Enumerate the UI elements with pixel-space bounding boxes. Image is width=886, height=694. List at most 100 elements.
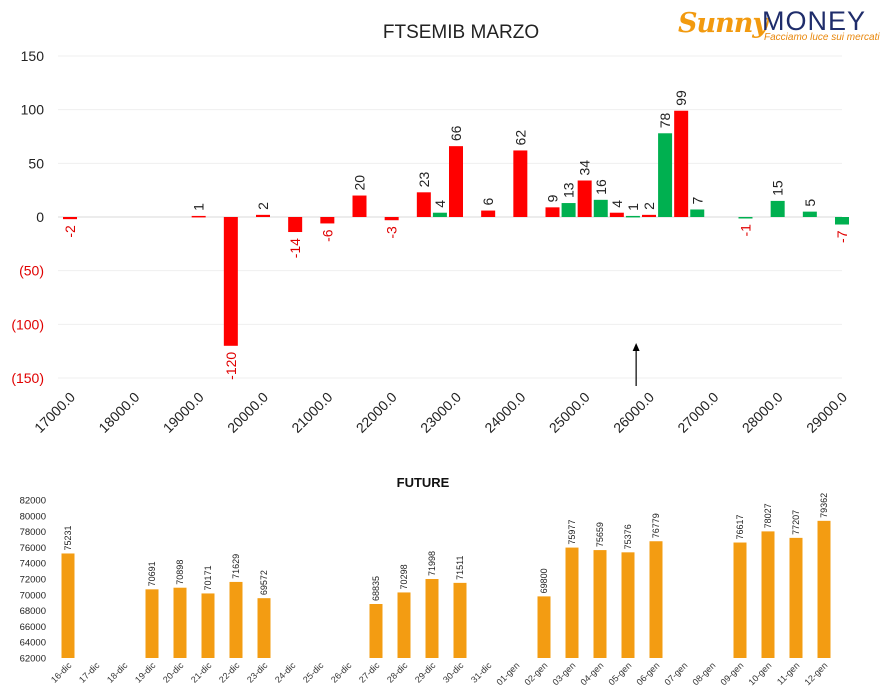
bar xyxy=(449,146,463,217)
data-label: 2 xyxy=(255,202,271,210)
ftsemib-bars xyxy=(63,110,849,346)
x-tick-label: 27-dic xyxy=(357,660,382,685)
bar xyxy=(545,207,560,217)
x-tick-label: 02-gen xyxy=(523,660,550,687)
data-label: 15 xyxy=(770,180,786,196)
bar xyxy=(690,209,705,217)
data-label: 2 xyxy=(641,202,657,210)
data-label: 78027 xyxy=(763,503,773,528)
x-tick-label: 30-dic xyxy=(441,660,466,685)
bar xyxy=(738,217,753,219)
data-label: 75376 xyxy=(623,524,633,549)
bar xyxy=(609,212,624,217)
data-label: -2 xyxy=(62,225,78,238)
bar xyxy=(173,587,187,658)
bar xyxy=(453,582,467,658)
data-label: 75977 xyxy=(567,520,577,545)
data-label: 71511 xyxy=(455,556,465,580)
data-label: -7 xyxy=(834,230,850,243)
bar xyxy=(642,214,656,217)
bar xyxy=(320,217,335,224)
x-tick-label: 25000.0 xyxy=(546,389,593,436)
x-tick-label: 25-dic xyxy=(301,660,326,685)
bar xyxy=(761,531,775,658)
x-tick-label: 17000.0 xyxy=(31,389,78,436)
data-label: -120 xyxy=(223,352,239,380)
data-label: 78 xyxy=(657,112,673,128)
bar xyxy=(513,150,528,217)
data-label: -1 xyxy=(738,224,754,237)
data-label: 62 xyxy=(512,130,528,146)
bar xyxy=(416,192,431,217)
x-tick-label: 19000.0 xyxy=(160,389,207,436)
x-tick-label: 18000.0 xyxy=(95,389,142,436)
x-tick-label: 21000.0 xyxy=(288,389,335,436)
x-tick-label: 10-gen xyxy=(747,660,774,687)
bar xyxy=(658,133,673,217)
data-label: 71998 xyxy=(427,551,437,576)
data-label: -14 xyxy=(287,238,303,258)
data-label: 71629 xyxy=(231,554,241,579)
x-tick-label: 16-dic xyxy=(49,660,74,685)
chart-title-future: FUTURE xyxy=(397,475,450,490)
x-tick-label: 28000.0 xyxy=(739,389,786,436)
bar xyxy=(191,215,206,218)
y-tick-label: 50 xyxy=(28,155,44,171)
data-label: 23 xyxy=(416,172,432,188)
bar xyxy=(384,217,399,221)
data-label: 76779 xyxy=(651,513,661,538)
data-label: 68835 xyxy=(371,576,381,601)
bar xyxy=(223,217,238,346)
bar xyxy=(593,550,607,658)
y-tick-label: 76000 xyxy=(20,543,46,554)
x-tick-label: 19-dic xyxy=(133,660,158,685)
bar xyxy=(256,214,270,217)
logo-sunny-text: Sunny xyxy=(678,8,768,39)
bar xyxy=(481,210,496,217)
data-label: 1 xyxy=(191,203,207,211)
y-tick-label: 70000 xyxy=(20,590,46,601)
ftsemib-arrow-marker xyxy=(632,343,640,386)
data-label: 75231 xyxy=(63,525,73,550)
bar xyxy=(802,211,817,217)
x-tick-label: 24-dic xyxy=(273,660,298,685)
x-tick-label: 09-gen xyxy=(719,660,746,687)
y-tick-label: 80000 xyxy=(20,511,46,522)
x-tick-label: 12-gen xyxy=(803,660,830,687)
data-label: 79362 xyxy=(819,493,829,518)
bar xyxy=(561,203,576,217)
bar xyxy=(577,180,592,217)
x-tick-label: 07-gen xyxy=(663,660,690,687)
data-label: 4 xyxy=(432,200,448,208)
x-tick-label: 04-gen xyxy=(579,660,606,687)
bar xyxy=(835,217,849,225)
data-label: 66 xyxy=(448,125,464,141)
bar xyxy=(593,199,608,217)
bar xyxy=(674,110,689,217)
data-label: 76617 xyxy=(735,514,745,539)
x-tick-label: 06-gen xyxy=(635,660,662,687)
ftsemib-x-axis: 17000.0 18000.0 19000.0 20000.0 21000.0 22000… xyxy=(31,389,850,436)
arrow-head xyxy=(632,343,640,351)
future-bars xyxy=(61,520,831,658)
x-tick-label: 31-dic xyxy=(469,660,494,685)
y-tick-label: 78000 xyxy=(20,527,46,538)
y-tick-label: (150) xyxy=(11,370,44,386)
bar xyxy=(425,579,439,658)
data-label: 70898 xyxy=(175,560,185,585)
x-tick-label: 18-dic xyxy=(105,660,130,685)
y-tick-label: 66000 xyxy=(20,622,46,633)
bar xyxy=(288,217,303,233)
future-x-axis: 16-dic 17-dic 18-dic 19-dic 20-dic 21-dic 22-d… xyxy=(49,660,829,687)
x-tick-label: 29-dic xyxy=(413,660,438,685)
bar xyxy=(61,553,75,658)
data-label: 6 xyxy=(480,198,496,206)
data-label: 5 xyxy=(802,199,818,207)
data-label: 7 xyxy=(689,196,705,204)
logo-money-text: MONEY xyxy=(762,6,867,36)
x-tick-label: 17-dic xyxy=(77,660,102,685)
y-tick-label: 82000 xyxy=(20,496,46,507)
bar xyxy=(257,598,271,658)
